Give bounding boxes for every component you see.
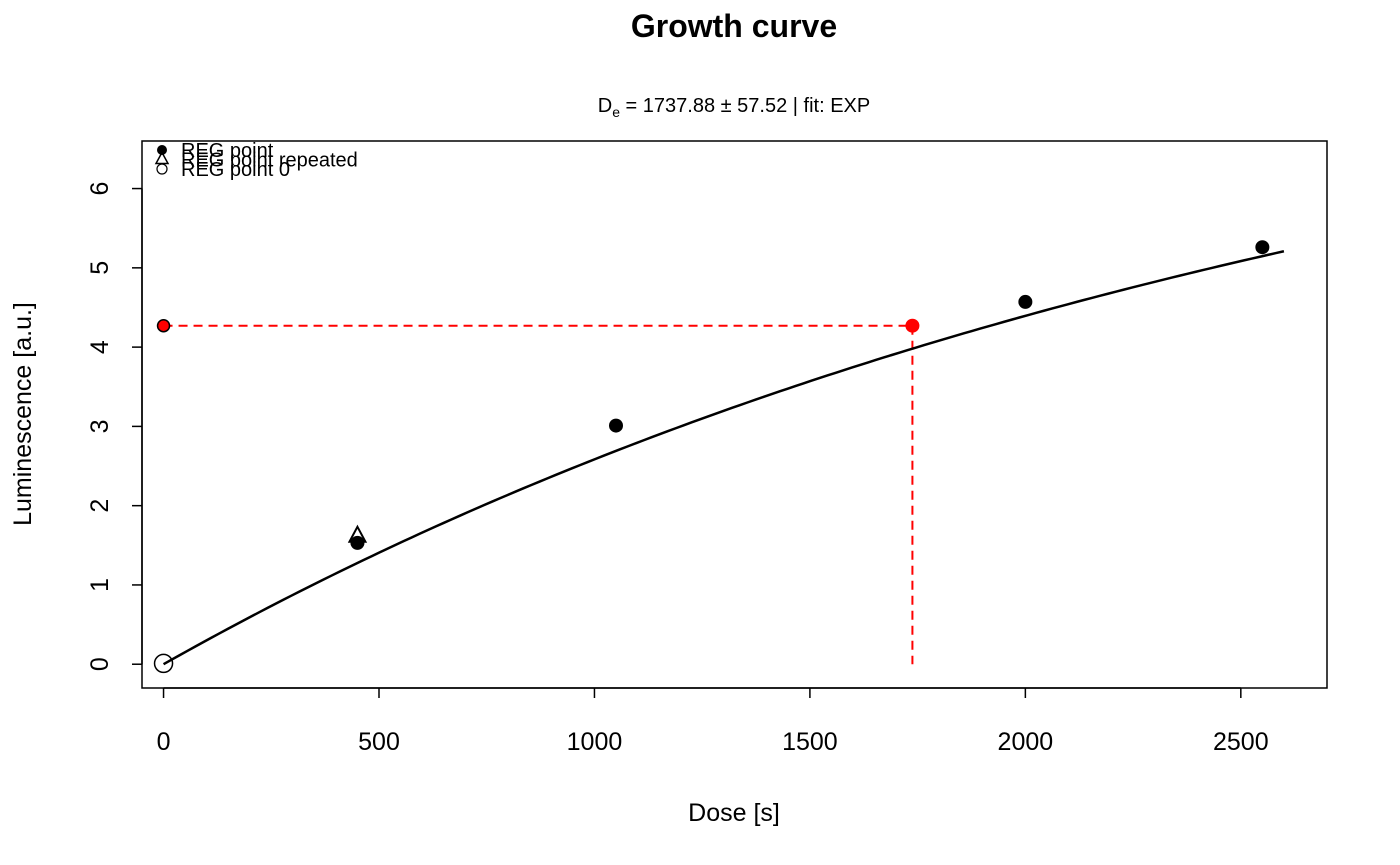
chart-subtitle: De = 1737.88 ± 57.52 | fit: EXP — [598, 95, 870, 120]
data-point — [1018, 294, 1033, 309]
y-tick-label: 6 — [86, 182, 114, 196]
y-tick-label: 0 — [86, 657, 114, 671]
x-tick-label: 1000 — [567, 728, 623, 756]
data-points — [153, 240, 1270, 674]
data-point — [350, 535, 365, 550]
natural-signal-point — [156, 318, 171, 333]
x-axis: 0 500 1000 1500 2000 2500 — [157, 687, 1269, 756]
legend-label: REG point 0 — [181, 159, 290, 181]
x-tick-label: 500 — [358, 728, 400, 756]
fit-curve — [162, 250, 1285, 666]
de-point — [905, 318, 920, 333]
x-tick-label: 2500 — [1213, 728, 1269, 756]
legend-label: REG point — [181, 140, 274, 162]
data-point — [153, 653, 174, 674]
y-tick-label: 3 — [86, 419, 114, 433]
legend-label: REG point repeated — [181, 150, 358, 172]
y-axis: 0 1 2 3 4 5 6 — [86, 182, 143, 671]
plot-frame — [141, 140, 1328, 689]
y-axis-label: Luminescence [a.u.] — [9, 302, 37, 526]
de-guide-lines — [163, 324, 914, 665]
x-tick-label: 1500 — [782, 728, 838, 756]
y-tick-label: 2 — [86, 499, 114, 513]
legend-marker — [157, 145, 167, 155]
x-tick-label: 0 — [157, 728, 171, 756]
x-tick-label: 2000 — [998, 728, 1054, 756]
data-point — [1255, 240, 1270, 255]
chart-title: Growth curve — [631, 8, 837, 44]
legend-marker — [156, 163, 168, 175]
data-point — [347, 524, 368, 543]
x-axis-label: Dose [s] — [688, 799, 780, 827]
y-tick-label: 1 — [86, 578, 114, 592]
y-tick-label: 4 — [86, 340, 114, 354]
data-point — [609, 418, 623, 433]
y-tick-label: 5 — [86, 261, 114, 275]
